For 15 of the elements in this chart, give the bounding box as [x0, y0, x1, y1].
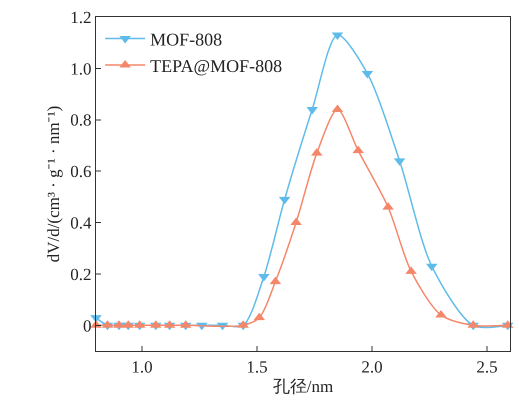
- y-tick-label: 0.6: [70, 162, 92, 182]
- x-tick-label: 2.0: [361, 358, 383, 376]
- y-tick-label: 0.4: [70, 213, 92, 232]
- x-axis-title: 孔径/nm: [272, 376, 334, 396]
- x-tick-label: 1.5: [246, 358, 268, 376]
- legend-label: TEPA@MOF-808: [150, 56, 282, 76]
- x-tick-label: 1.0: [131, 358, 153, 376]
- y-axis-title: dV/d/(cm³ · g⁻¹ · nm⁻¹): [44, 106, 63, 262]
- x-tick-label: 2.5: [476, 358, 498, 376]
- y-tick-label: 1.2: [70, 8, 92, 27]
- y-tick-label: 0: [83, 316, 92, 336]
- y-tick-label: 0.8: [70, 110, 92, 130]
- y-tick-label: 0.2: [70, 264, 92, 284]
- legend-label: MOF-808: [150, 30, 222, 50]
- y-tick-label: 1.0: [70, 59, 92, 78]
